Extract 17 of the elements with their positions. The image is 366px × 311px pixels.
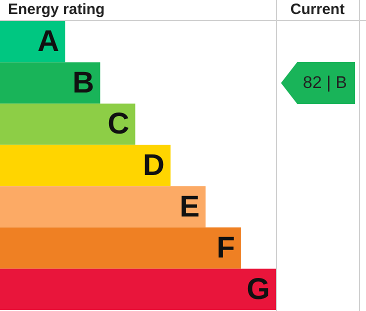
bar: [0, 21, 66, 62]
bar: [0, 186, 206, 228]
y-tick-label: A: [37, 25, 60, 58]
bar: [0, 268, 276, 310]
y-tick-label: F: [216, 232, 235, 265]
chart-title: Energy rating: [8, 1, 105, 18]
y-tick-label: C: [108, 108, 130, 141]
bar: [0, 104, 136, 145]
text: Current: [289, 1, 346, 18]
arrow-tag: 82 | B: [281, 62, 355, 104]
y-tick-label: B: [72, 66, 94, 100]
bar: [0, 227, 241, 269]
bar: [0, 62, 100, 104]
y-tick-label: E: [180, 190, 200, 224]
bar: [0, 144, 171, 186]
y-tick-label: G: [246, 272, 270, 306]
y-tick-label: D: [142, 149, 165, 182]
